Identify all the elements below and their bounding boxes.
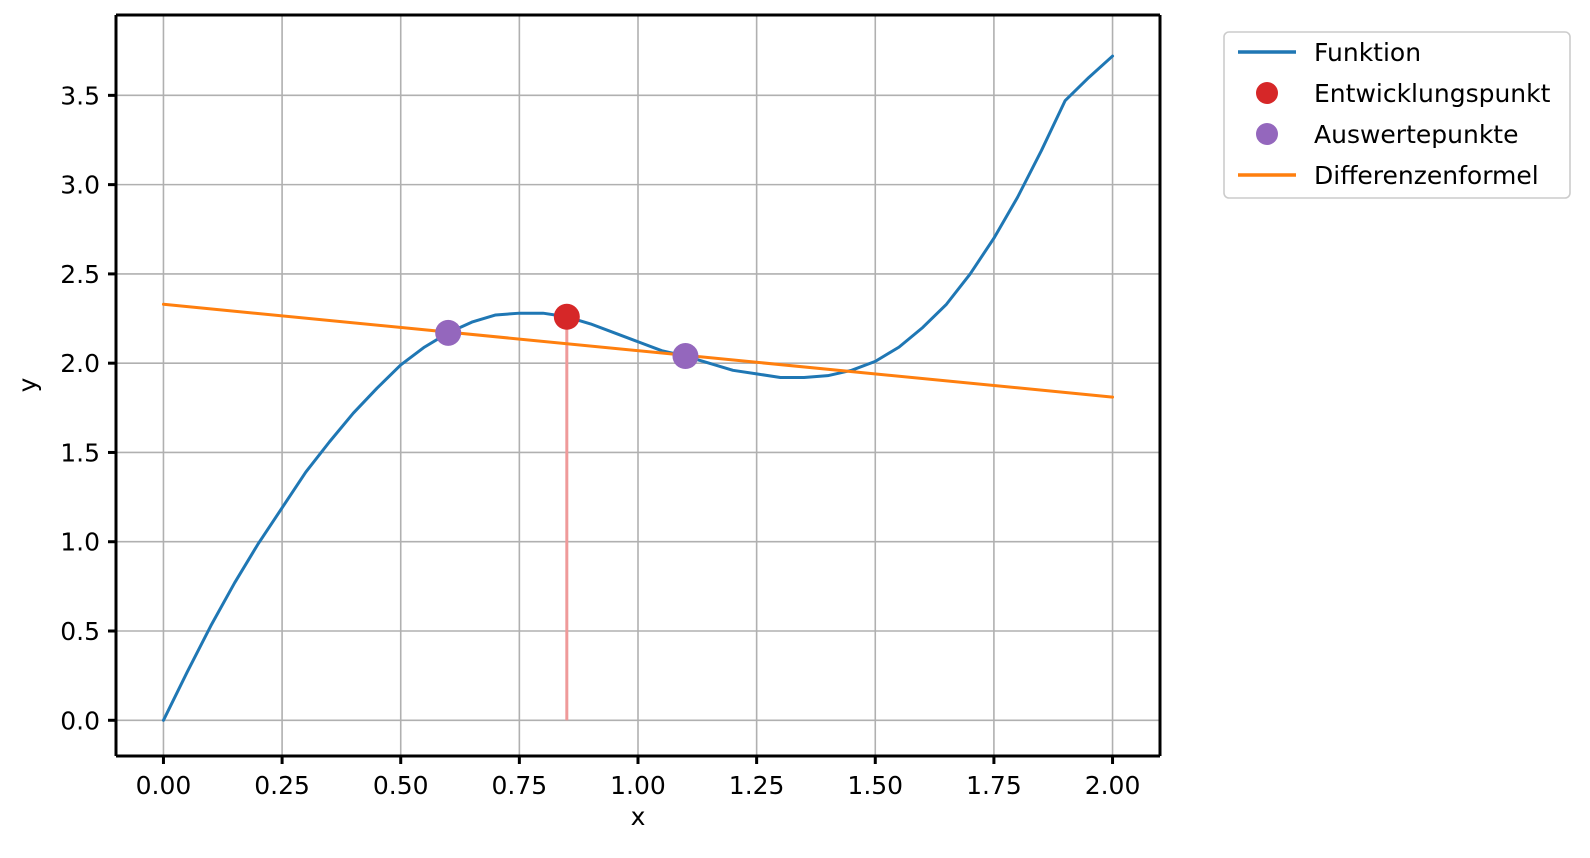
legend-entry[interactable]: Funktion	[1238, 38, 1421, 67]
ytick-label: 2.0	[60, 349, 100, 378]
ytick-label: 1.5	[60, 438, 100, 467]
data-point-auswertepunkte	[672, 343, 699, 370]
xtick-label: 0.25	[254, 771, 310, 800]
xtick-label: 2.00	[1085, 771, 1141, 800]
xtick-label: 0.75	[492, 771, 548, 800]
data-point-auswertepunkte	[435, 319, 462, 346]
xtick-label: 1.25	[729, 771, 785, 800]
xtick-label: 0.50	[373, 771, 429, 800]
legend-label: Auswertepunkte	[1314, 120, 1518, 149]
legend-entry[interactable]: Differenzenformel	[1238, 161, 1539, 190]
y-axis-label: y	[13, 377, 42, 392]
legend-label: Differenzenformel	[1314, 161, 1539, 190]
legend-entries: Funktion Entwicklungspunkt Auswertepunkte D…	[1238, 38, 1551, 190]
series-line-differenzenformel	[161, 302, 1115, 399]
ytick-label: 0.0	[60, 706, 100, 735]
axis-tick-labels: 0.00 0.25 0.50 0.75 1.00 1.25 1.50 1.75 2.00 0.0 0…	[60, 81, 1140, 800]
legend-box	[1223, 31, 1571, 199]
xtick-label: 0.00	[136, 771, 192, 800]
legend-label: Entwicklungspunkt	[1314, 79, 1551, 108]
legend-dot-swatch	[1256, 123, 1278, 145]
ytick-label: 0.5	[60, 617, 100, 646]
ytick-label: 3.0	[60, 171, 100, 200]
legend-entry[interactable]: Auswertepunkte	[1256, 120, 1518, 149]
series-line-funktion	[161, 54, 1115, 722]
ytick-label: 2.5	[60, 260, 100, 289]
ytick-label: 1.0	[60, 528, 100, 557]
legend-label: Funktion	[1314, 38, 1421, 67]
legend-entry[interactable]: Entwicklungspunkt	[1256, 79, 1551, 108]
xtick-label: 1.75	[966, 771, 1022, 800]
axis-ticks	[108, 93, 1115, 764]
legend-dot-swatch	[1256, 82, 1278, 104]
data-point-entwicklungspunkt	[553, 303, 580, 330]
data-series-layer	[161, 54, 1115, 722]
xtick-label: 1.00	[610, 771, 666, 800]
xtick-label: 1.50	[847, 771, 903, 800]
ytick-label: 3.5	[60, 81, 100, 110]
x-axis-label: x	[631, 802, 646, 831]
legend[interactable]: Funktion Entwicklungspunkt Auswertepunkte D…	[1223, 31, 1571, 199]
